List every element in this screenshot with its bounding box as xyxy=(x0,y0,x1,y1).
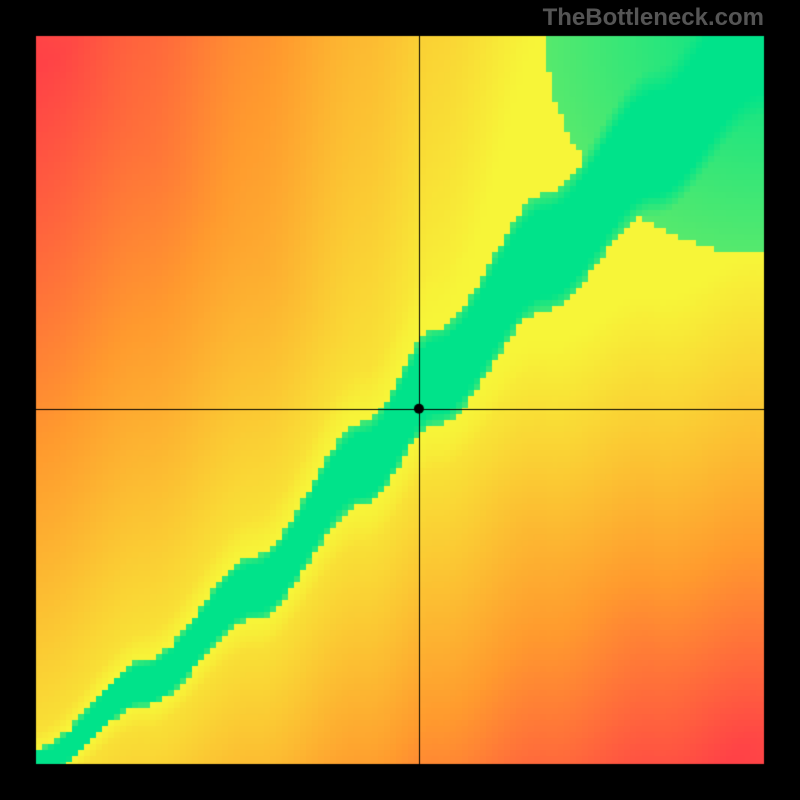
watermark-text: TheBottleneck.com xyxy=(543,4,764,32)
heatmap-canvas xyxy=(0,0,800,800)
chart-container: TheBottleneck.com xyxy=(0,0,800,800)
